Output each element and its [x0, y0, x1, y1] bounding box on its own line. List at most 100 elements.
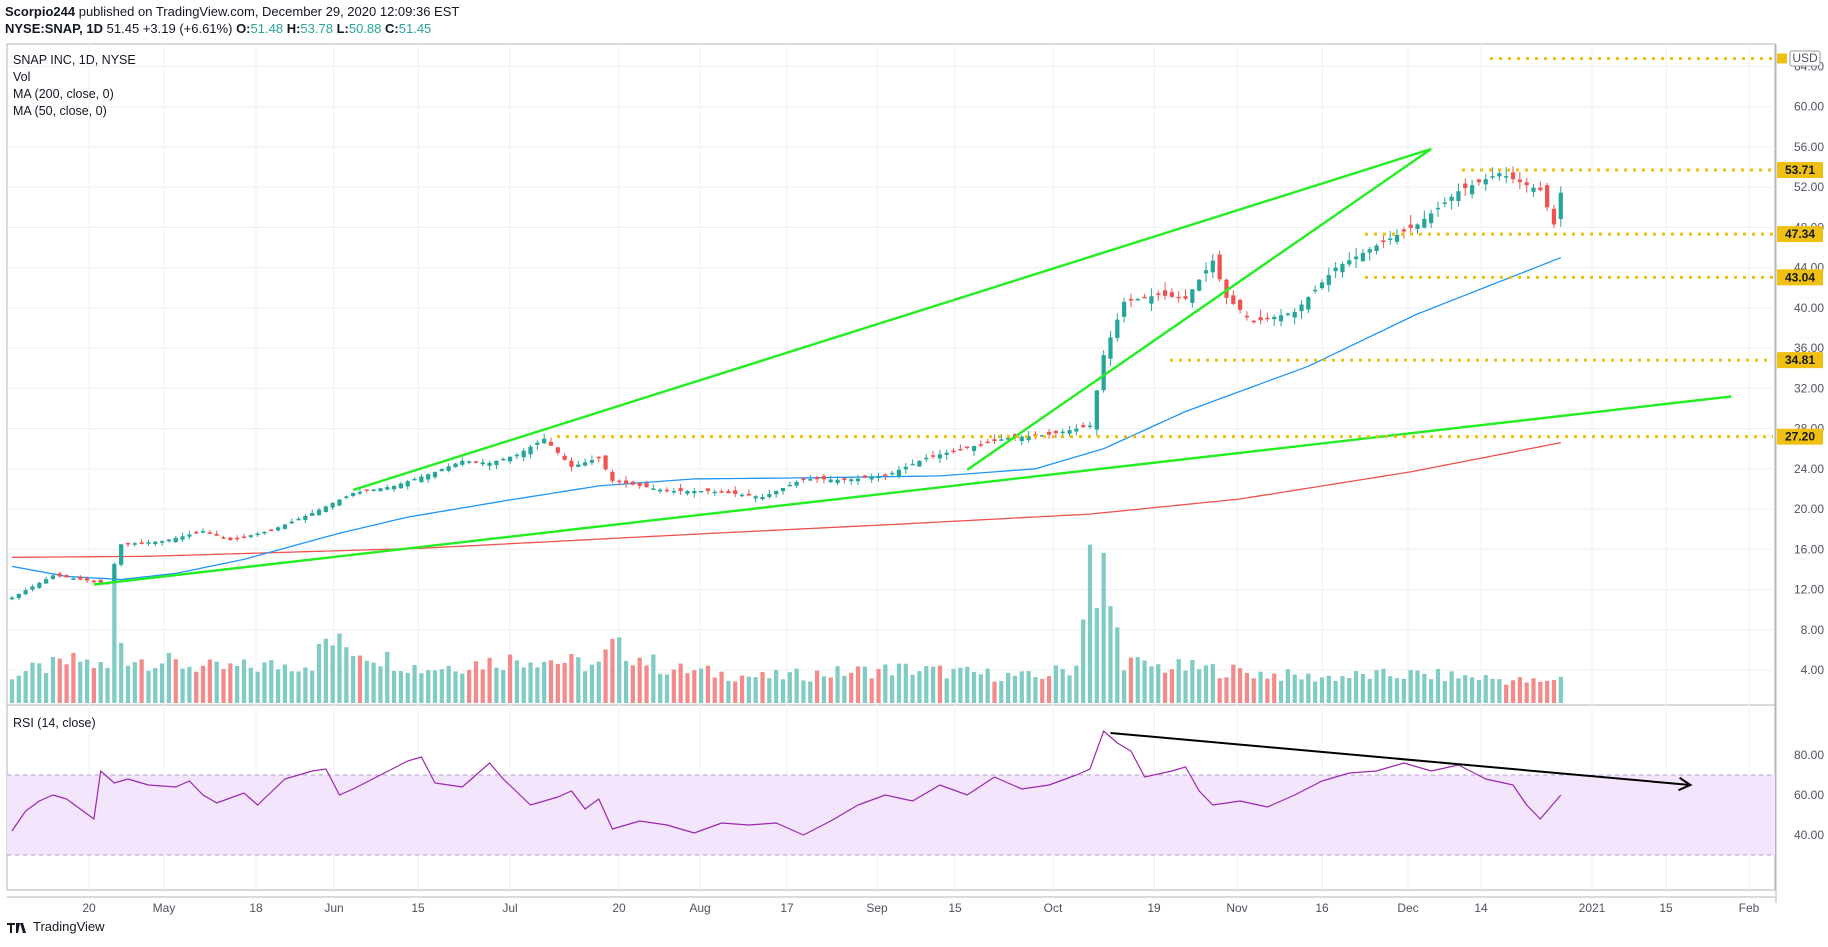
candle — [357, 491, 363, 494]
volume-bar — [1476, 680, 1482, 703]
volume-bar — [371, 662, 376, 703]
x-tick-label: Nov — [1226, 901, 1247, 915]
volume-bar — [269, 660, 274, 703]
volume-bar — [1224, 677, 1229, 703]
volume-bar — [917, 671, 922, 703]
candle — [432, 471, 438, 478]
candle — [985, 441, 990, 444]
volume-bar — [30, 662, 35, 703]
volume-bar — [132, 662, 137, 703]
volume-bar — [337, 633, 342, 703]
candle — [862, 475, 867, 478]
candle — [241, 536, 247, 538]
volume-bar — [153, 668, 158, 703]
volume-bar — [965, 666, 970, 703]
ohlc-header: NYSE:SNAP, 1D 51.45 +3.19 (+6.61%) O:51.… — [5, 21, 431, 36]
volume-bar — [1524, 682, 1529, 703]
candle — [262, 531, 267, 534]
candle — [1190, 289, 1195, 303]
candle — [780, 487, 786, 492]
candle — [446, 466, 451, 471]
volume-bar — [883, 664, 888, 703]
volume-bar — [405, 672, 410, 703]
x-tick-label: Jul — [502, 901, 517, 915]
candle — [194, 531, 199, 534]
candle — [1162, 290, 1168, 296]
volume-bar — [1442, 681, 1447, 703]
volume-bar — [1135, 657, 1140, 703]
candle — [569, 460, 574, 467]
author-name[interactable]: Scorpio244 — [5, 4, 76, 19]
x-tick-label: Feb — [1739, 901, 1760, 915]
candle — [589, 460, 595, 463]
volume-bar — [1429, 679, 1434, 703]
high-value: 53.78 — [300, 21, 333, 36]
candle — [1374, 245, 1379, 252]
legend-title[interactable]: SNAP INC, 1D, NYSE — [13, 53, 136, 67]
volume-bar — [494, 667, 499, 703]
candle — [542, 438, 547, 444]
volume-bar — [733, 681, 738, 703]
volume-bar — [596, 661, 601, 703]
x-tick-label: 18 — [249, 901, 263, 915]
candle — [180, 536, 185, 540]
rsi-divergence-line[interactable] — [1110, 732, 1691, 786]
candle — [1353, 256, 1359, 260]
tradingview-logo[interactable]: TradingView — [6, 919, 105, 934]
candle — [1258, 317, 1263, 321]
volume-bar — [760, 672, 765, 703]
trendline[interactable] — [93, 395, 1732, 586]
volume-bar — [50, 656, 56, 703]
volume-bar — [1360, 673, 1366, 703]
candle — [1401, 229, 1406, 232]
legend-vol[interactable]: Vol — [13, 70, 31, 84]
candle — [1183, 296, 1188, 299]
candle — [43, 579, 49, 584]
candle — [1531, 187, 1536, 192]
candle — [139, 542, 144, 544]
volume-bar — [862, 666, 867, 703]
candle — [1422, 218, 1427, 228]
volume-bar — [303, 667, 308, 703]
candle — [971, 446, 977, 452]
volume-bar — [1490, 678, 1495, 703]
volume-bar — [712, 677, 717, 703]
volume-bar — [159, 663, 165, 703]
volume-bar — [1258, 671, 1263, 703]
candle — [705, 488, 711, 491]
legend-ma50[interactable]: MA (50, close, 0) — [13, 104, 107, 118]
candle — [787, 484, 792, 487]
volume-bar — [446, 665, 451, 703]
tradingview-brand: TradingView — [33, 919, 105, 934]
volume-bar — [412, 665, 417, 703]
candle — [371, 489, 376, 491]
y-tick-label: 36.00 — [1794, 341, 1824, 355]
volume-bar — [1415, 670, 1420, 703]
candle — [1367, 249, 1372, 253]
candle — [1278, 315, 1284, 322]
trendline[interactable] — [352, 147, 1432, 492]
legend-ma200[interactable]: MA (200, close, 0) — [13, 87, 114, 101]
candle — [187, 534, 192, 537]
low-value: 50.88 — [348, 21, 382, 36]
candle — [733, 490, 738, 494]
volume-bar — [630, 665, 635, 703]
candle — [1347, 260, 1352, 265]
volume-bar — [71, 652, 76, 703]
currency-box[interactable] — [1789, 50, 1821, 67]
candle — [726, 491, 731, 494]
candle — [1394, 234, 1400, 242]
volume-bar — [951, 668, 956, 703]
trendline[interactable] — [966, 147, 1432, 471]
volume-bar — [1313, 681, 1318, 703]
candle — [473, 461, 479, 463]
candle — [23, 590, 28, 595]
candle — [1490, 176, 1495, 178]
volume-bar — [64, 664, 69, 703]
volume-bar — [1128, 657, 1134, 703]
y-tick-label: 16.00 — [1794, 542, 1824, 556]
legend-rsi[interactable]: RSI (14, close) — [13, 716, 96, 730]
volume-bar — [1033, 677, 1038, 703]
candle — [1285, 313, 1290, 316]
